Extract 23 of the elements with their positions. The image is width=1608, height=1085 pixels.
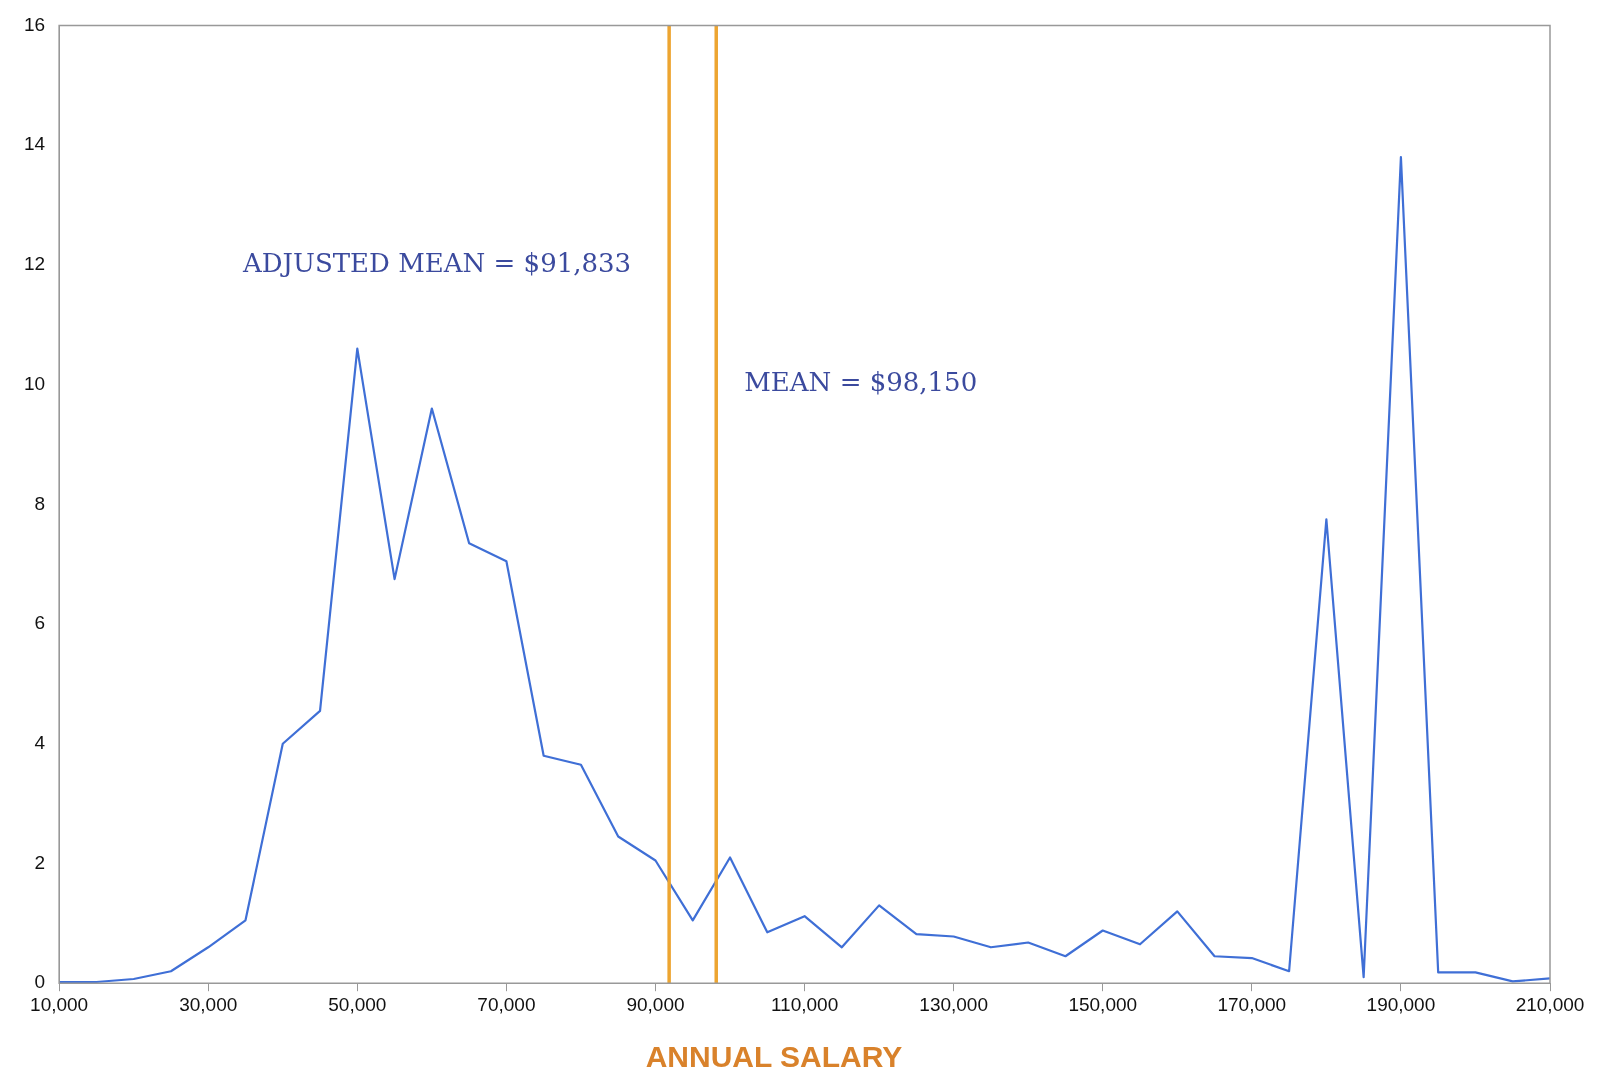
y-tick-label: 8 — [34, 492, 46, 514]
x-tick-label: 10,000 — [30, 993, 89, 1015]
x-tick-label: 110,000 — [770, 993, 839, 1015]
y-tick-label: 10 — [23, 372, 46, 394]
x-tick-label: 130,000 — [919, 993, 988, 1015]
y-tick-label: 14 — [23, 133, 46, 155]
x-axis-title: ANNUAL SALARY — [644, 1040, 904, 1074]
x-tick-label: 210,000 — [1515, 993, 1585, 1015]
y-tick-label: 4 — [34, 731, 46, 753]
y-tick-label: 0 — [34, 971, 46, 993]
x-tick-label: 30,000 — [179, 993, 238, 1015]
y-tick-label: 2 — [34, 851, 46, 873]
y-tick-label: 16 — [23, 13, 46, 35]
x-tick-label: 150,000 — [1068, 993, 1138, 1015]
x-tick-label: 190,000 — [1366, 993, 1436, 1015]
x-tick-label: 70,000 — [477, 993, 536, 1015]
y-tick-label: 12 — [23, 253, 46, 275]
annotation: ADJUSTED MEAN = $91,833 — [241, 247, 632, 278]
x-tick-label: 50,000 — [328, 993, 387, 1015]
x-tick-label: 90,000 — [626, 993, 685, 1015]
y-tick-label: 6 — [34, 612, 46, 634]
x-tick-label: 170,000 — [1217, 993, 1287, 1015]
annotation: MEAN = $98,150 — [744, 367, 978, 398]
